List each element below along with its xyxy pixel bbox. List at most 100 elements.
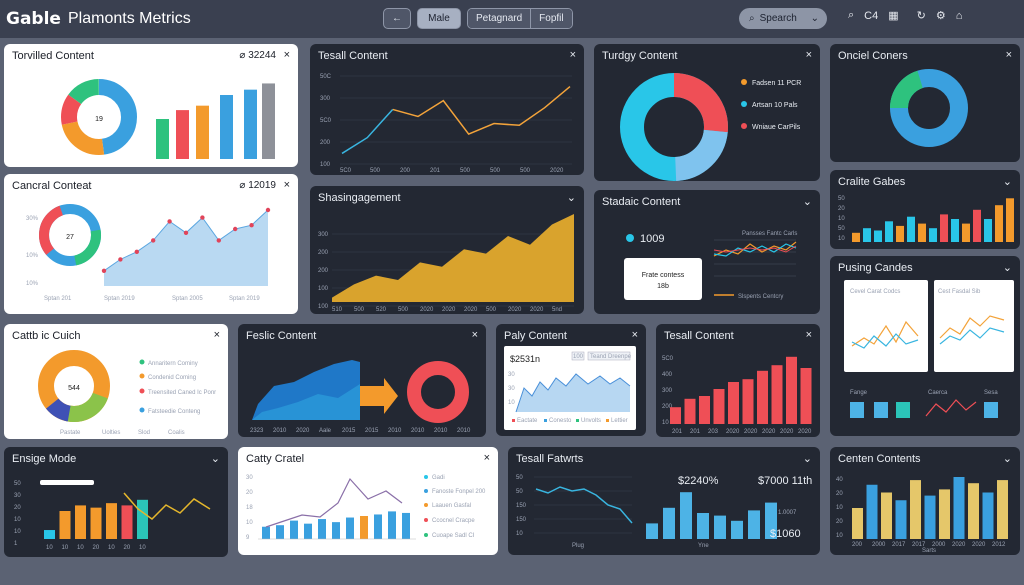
search-input[interactable]: ⌕ Spearch ⌄ bbox=[739, 8, 827, 29]
x-tick: 203 bbox=[708, 429, 719, 435]
x-tick: 5nd bbox=[552, 307, 562, 313]
data-point bbox=[216, 238, 221, 243]
filter-icon[interactable]: ⌂ bbox=[955, 9, 963, 22]
close-icon[interactable]: × bbox=[569, 49, 576, 61]
status-dot bbox=[626, 234, 634, 242]
chevron-down-icon[interactable]: ⌄ bbox=[802, 196, 812, 208]
donut-slice-green bbox=[39, 204, 101, 266]
x-tick: Sptan 2019 bbox=[104, 296, 135, 302]
close-icon[interactable]: × bbox=[631, 329, 638, 341]
y-tick: 400 bbox=[662, 372, 673, 378]
refresh-icon[interactable]: ↻ bbox=[916, 10, 926, 22]
chevron-down-icon[interactable]: ⌄ bbox=[566, 192, 576, 204]
bar bbox=[968, 483, 979, 539]
mini-bar bbox=[850, 402, 864, 418]
turdgy-donut: Fadsen 11 PCR Artsan 10 Pals Wniaue CarP… bbox=[620, 73, 801, 181]
bar bbox=[918, 223, 926, 242]
grid-icon[interactable]: ▦ bbox=[888, 10, 899, 22]
bar bbox=[962, 223, 970, 242]
y-tick: 200 bbox=[320, 140, 331, 146]
x-tick: Sptan 2005 bbox=[172, 296, 203, 302]
x-tick: Aale bbox=[319, 428, 332, 434]
x-tick: 520 bbox=[376, 307, 387, 313]
progress-bar bbox=[40, 480, 94, 485]
bar bbox=[895, 500, 907, 539]
x-tick: 2020 bbox=[442, 307, 456, 313]
cancral-chart: 27 30% 10% 10% Sptan 201 Sptan 2019 Spta… bbox=[26, 204, 271, 302]
y-tick: 9 bbox=[246, 535, 250, 541]
card-title: Torvilled Content bbox=[12, 50, 94, 62]
area-series-light-blue bbox=[252, 384, 360, 420]
bar bbox=[304, 523, 312, 539]
bar bbox=[742, 379, 754, 424]
x-tick: 2020 bbox=[744, 429, 758, 435]
y-tick: 5C0 bbox=[662, 356, 674, 362]
mini-panel-title: Cest Fasdal Sib bbox=[938, 289, 981, 295]
tesall3-chart: 50 50 150 150 10 Plug $2240% $7000 11th 1.00… bbox=[516, 475, 812, 549]
close-icon[interactable]: × bbox=[283, 49, 290, 61]
app-logo[interactable]: Gable bbox=[6, 9, 61, 29]
y-tick: 50 bbox=[14, 481, 21, 487]
mode-button[interactable]: Male bbox=[417, 8, 461, 29]
bar bbox=[885, 221, 893, 242]
x-tick: 2015 bbox=[365, 428, 379, 434]
close-icon[interactable]: × bbox=[805, 329, 812, 341]
x-tick: 10 bbox=[139, 545, 146, 551]
chevron-down-icon[interactable]: ⌄ bbox=[1002, 262, 1012, 274]
x-tick: 20 bbox=[124, 545, 131, 551]
chevron-down-icon[interactable]: ⌄ bbox=[802, 453, 812, 465]
bar bbox=[699, 396, 710, 424]
search-icon[interactable]: ⌕ bbox=[848, 9, 855, 21]
x-tick: 2010 bbox=[434, 428, 448, 434]
chevron-down-icon[interactable]: ⌄ bbox=[810, 13, 819, 24]
search-icon: ⌕ bbox=[749, 13, 755, 24]
back-button[interactable]: ← bbox=[383, 8, 411, 29]
toggle-b bbox=[587, 351, 631, 361]
card-shasingagement: Shasingagement ⌄ 300 200 200 100 100 510 500 52… bbox=[310, 186, 584, 314]
legend-dot bbox=[741, 79, 747, 85]
donut-chart: 19 bbox=[61, 79, 137, 155]
mini-panel-title: Cevel Carat Codcs bbox=[850, 289, 900, 295]
tab-petagnard[interactable]: Petagnard bbox=[468, 9, 531, 28]
x-tick: 2010 bbox=[388, 428, 402, 434]
close-icon[interactable]: × bbox=[213, 329, 220, 341]
bar bbox=[262, 526, 270, 539]
mini-bar bbox=[896, 402, 910, 418]
y-tick: 50 bbox=[838, 196, 845, 202]
line-series-gold bbox=[123, 492, 211, 520]
close-icon[interactable]: × bbox=[1005, 49, 1012, 61]
bar bbox=[1006, 198, 1014, 242]
card-cralite-gabes: Cralite Gabes ⌄ 50 20 10 50 10 bbox=[830, 170, 1020, 249]
x-tick: Coalis bbox=[168, 430, 185, 436]
legend-label: Treensited Caned Ic Ponr bbox=[148, 390, 216, 396]
donut-center-label: 27 bbox=[66, 234, 74, 241]
close-icon[interactable]: × bbox=[483, 452, 490, 464]
card-title: Cancral Conteat bbox=[12, 180, 92, 192]
bar bbox=[176, 110, 189, 159]
bar bbox=[713, 389, 725, 424]
x-tick: 10 bbox=[46, 545, 53, 551]
line-series-orange bbox=[851, 320, 919, 347]
y-tick: 10 bbox=[246, 520, 253, 526]
close-icon[interactable]: × bbox=[283, 179, 290, 191]
x-tick: Sptan 2019 bbox=[229, 296, 260, 302]
y-tick: 10 bbox=[836, 505, 843, 511]
bar bbox=[951, 219, 959, 242]
toggle-a-label: 100 bbox=[573, 354, 584, 360]
legend-dot bbox=[139, 388, 145, 394]
toolbar-code[interactable]: C4 bbox=[864, 9, 879, 22]
chevron-down-icon[interactable]: ⌄ bbox=[210, 453, 220, 465]
y-tick: 100 bbox=[318, 286, 329, 292]
chevron-down-icon[interactable]: ⌄ bbox=[1002, 176, 1012, 188]
y-tick: 30 bbox=[14, 493, 21, 499]
tab-fopfil[interactable]: Fopfil bbox=[530, 9, 572, 28]
x-tick: 2017 bbox=[892, 542, 906, 548]
close-icon[interactable]: × bbox=[805, 49, 812, 61]
settings-icon[interactable]: ⚙ bbox=[935, 10, 946, 22]
chevron-down-icon[interactable]: ⌄ bbox=[1002, 453, 1012, 465]
bar bbox=[697, 513, 709, 539]
close-icon[interactable]: × bbox=[471, 329, 478, 341]
bar bbox=[786, 356, 797, 424]
